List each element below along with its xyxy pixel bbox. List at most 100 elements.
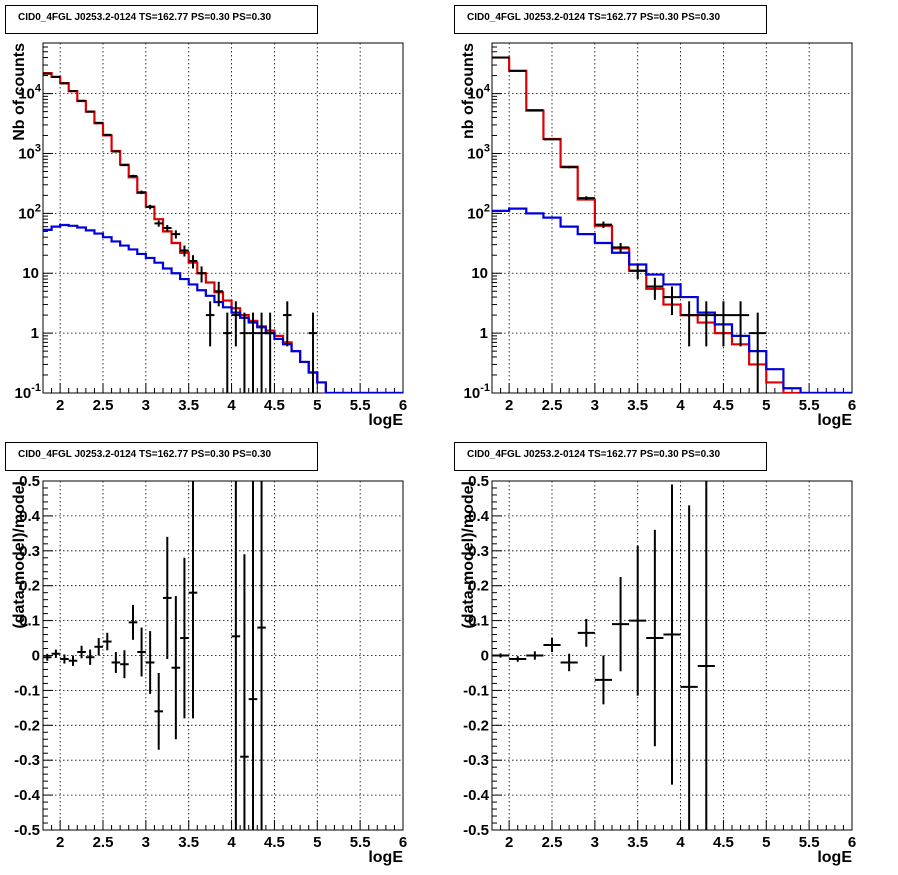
y-tick-label: 104 bbox=[467, 83, 491, 103]
data-point bbox=[128, 174, 138, 178]
data-point bbox=[526, 109, 544, 112]
x-tick-label: 4.5 bbox=[264, 397, 285, 414]
x-tick-label: 6 bbox=[399, 834, 407, 851]
x-tick-label: 6 bbox=[399, 397, 407, 414]
x-tick-label: 2 bbox=[505, 397, 513, 414]
x-tick-label: 4 bbox=[676, 834, 685, 851]
data-point bbox=[188, 255, 198, 269]
x-tick-label: 5.5 bbox=[799, 397, 820, 414]
data-point bbox=[188, 481, 198, 719]
x-tick-label: 3 bbox=[591, 397, 599, 414]
y-axis-title: (data-model)/model bbox=[460, 481, 477, 629]
data-point bbox=[680, 505, 698, 830]
y-tick-label: 0.1 bbox=[19, 613, 40, 630]
plot-frame bbox=[42, 42, 404, 394]
y-tick-label: 1 bbox=[31, 325, 39, 342]
data-point bbox=[120, 650, 129, 679]
y-tick-label: 104 bbox=[18, 83, 42, 103]
y-tick-label: 1 bbox=[480, 325, 488, 342]
panel-title-bottom-right: CID0_4FGL J0253.2-0124 TS=162.77 PS=0.30… bbox=[454, 442, 767, 471]
data-point bbox=[145, 631, 155, 694]
data-point bbox=[68, 655, 78, 666]
y-tick-label: 0.3 bbox=[19, 543, 40, 560]
x-axis-title: logE bbox=[368, 849, 403, 866]
data-point bbox=[128, 604, 138, 640]
panel-3: 2 2.5 3 3.5 4 4.5 5 5.5 6 -0.5 -0.4 -0.3 -0.2 -0.1 0 0.… bbox=[460, 473, 856, 866]
data-point bbox=[714, 301, 732, 347]
data-point bbox=[205, 301, 215, 347]
data-point bbox=[231, 481, 241, 830]
data-point bbox=[629, 545, 647, 696]
data-point bbox=[154, 672, 163, 750]
x-axis-title: logE bbox=[817, 849, 852, 866]
data-point bbox=[231, 301, 241, 347]
data-point bbox=[137, 627, 146, 677]
x-tick-label: 5 bbox=[762, 834, 770, 851]
x-tick-label: 4.5 bbox=[713, 397, 734, 414]
x-tick-label: 6 bbox=[848, 834, 856, 851]
x-tick-label: 3.5 bbox=[627, 397, 648, 414]
data-point bbox=[283, 301, 292, 347]
x-tick-label: 5.5 bbox=[350, 834, 371, 851]
data-point bbox=[94, 638, 103, 656]
y-tick-label: -0.2 bbox=[14, 717, 40, 734]
y-tick-label: 0.1 bbox=[468, 613, 489, 630]
data-point bbox=[43, 653, 52, 661]
plot-area bbox=[492, 56, 852, 393]
y-tick-label: 0.2 bbox=[19, 578, 40, 595]
model-histogram-0 bbox=[492, 56, 852, 393]
y-tick-label: 0.4 bbox=[19, 508, 41, 525]
data-point bbox=[120, 164, 129, 167]
data-point bbox=[543, 638, 561, 653]
data-point bbox=[77, 99, 86, 102]
y-tick-label: 0 bbox=[481, 648, 489, 665]
data-point bbox=[60, 654, 69, 664]
x-tick-label: 5 bbox=[313, 397, 321, 414]
data-point bbox=[526, 651, 544, 660]
data-point bbox=[103, 632, 112, 651]
data-point bbox=[663, 286, 681, 316]
y-tick-label: 103 bbox=[467, 142, 490, 162]
y-tick-label: -0.4 bbox=[463, 787, 490, 804]
data-point bbox=[111, 652, 121, 673]
data-point bbox=[197, 266, 206, 283]
y-tick-label: 0.5 bbox=[468, 473, 489, 490]
data-point bbox=[509, 656, 527, 662]
data-point bbox=[308, 312, 318, 393]
data-point bbox=[240, 312, 249, 393]
data-point bbox=[137, 190, 146, 195]
data-point bbox=[629, 264, 647, 280]
data-point bbox=[180, 557, 189, 719]
plot-area bbox=[492, 481, 715, 830]
x-axis-title: logE bbox=[817, 412, 852, 429]
y-tick-label: -0.2 bbox=[463, 717, 489, 734]
x-tick-label: 2.5 bbox=[542, 397, 563, 414]
x-tick-label: 6 bbox=[848, 397, 856, 414]
data-point bbox=[51, 75, 61, 78]
data-point bbox=[646, 529, 664, 747]
data-point bbox=[171, 230, 181, 239]
data-point bbox=[594, 221, 612, 228]
y-axis-title: Nb of counts bbox=[11, 43, 28, 141]
x-tick-label: 2.5 bbox=[542, 834, 563, 851]
model-histogram-1 bbox=[43, 223, 403, 393]
data-point bbox=[680, 301, 698, 347]
data-point bbox=[51, 649, 61, 658]
y-tick-label: 10-1 bbox=[15, 382, 41, 402]
x-tick-label: 2.5 bbox=[93, 397, 114, 414]
x-tick-label: 4 bbox=[676, 397, 685, 414]
data-point bbox=[248, 481, 258, 830]
data-point bbox=[560, 166, 578, 169]
x-tick-label: 3 bbox=[142, 397, 150, 414]
data-point bbox=[163, 536, 172, 659]
y-tick-label: -0.1 bbox=[463, 682, 489, 699]
x-tick-label: 5 bbox=[762, 397, 770, 414]
panel-1: 2 2.5 3 3.5 4 4.5 5 5.5 6 10-1 1 10 102 103 104 logE nb … bbox=[460, 42, 856, 429]
data-point bbox=[697, 301, 715, 347]
x-tick-label: 4 bbox=[227, 834, 236, 851]
panel-0: 2 2.5 3 3.5 4 4.5 5 5.5 6 10-1 1 10 102 103 104 logE Nb … bbox=[11, 42, 407, 429]
y-tick-label: 10-1 bbox=[464, 382, 490, 402]
y-tick-label: 10 bbox=[471, 265, 488, 282]
data-point bbox=[171, 596, 181, 740]
data-point bbox=[103, 133, 112, 136]
